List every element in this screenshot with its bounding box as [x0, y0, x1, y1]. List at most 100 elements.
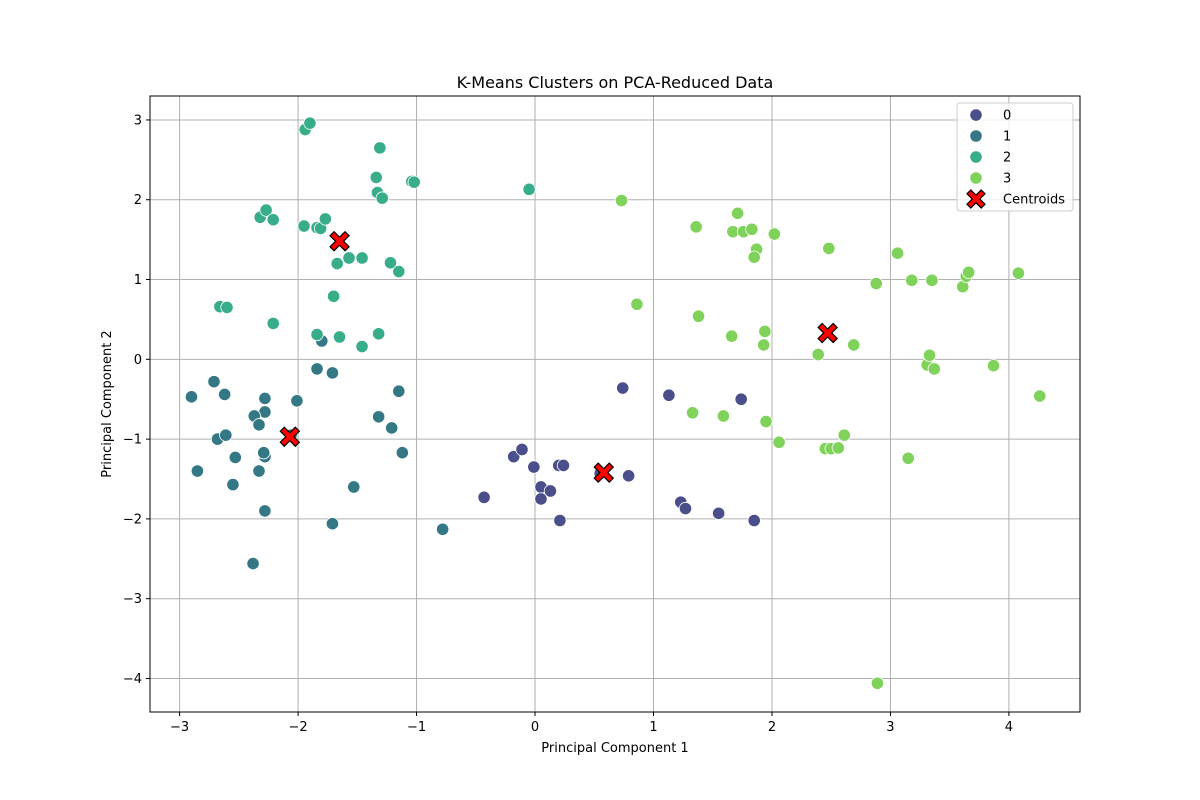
- cluster-0-point: [527, 460, 541, 474]
- x-tick-label: 3: [886, 720, 894, 735]
- y-tick-label: −2: [123, 512, 142, 527]
- cluster-0-point: [543, 484, 558, 498]
- cluster-2-point: [342, 251, 356, 265]
- x-tick-label: −3: [170, 720, 189, 735]
- cluster-2-point: [383, 256, 398, 270]
- cluster-3-point: [767, 227, 781, 241]
- cluster-3-point: [905, 273, 919, 287]
- x-tick-label: 4: [1005, 720, 1013, 735]
- cluster-3-point: [811, 347, 825, 362]
- cluster-3-point: [870, 676, 885, 690]
- cluster-0-point: [515, 442, 529, 457]
- cluster-1-point: [190, 464, 204, 478]
- cluster-2-point: [327, 289, 341, 303]
- cluster-3-point: [822, 241, 836, 256]
- cluster-3-point: [772, 435, 786, 449]
- cluster-2-point: [522, 182, 536, 196]
- cluster-2-point: [373, 141, 387, 155]
- cluster-3-point: [1033, 389, 1047, 403]
- cluster-1-point: [310, 362, 324, 376]
- x-tick-label: 0: [531, 720, 539, 735]
- chart-title: K-Means Clusters on PCA-Reduced Data: [457, 73, 774, 92]
- cluster-3-point: [831, 441, 845, 455]
- cluster-2-point: [266, 213, 280, 227]
- cluster-1-point: [226, 477, 240, 492]
- cluster-2-point: [375, 191, 389, 205]
- cluster-0-point: [507, 450, 521, 464]
- cluster-1-point: [325, 366, 340, 380]
- cluster-3-point: [725, 329, 739, 343]
- cluster-3-point: [757, 338, 771, 352]
- centroid-markers: [279, 230, 839, 483]
- cluster-3-point: [689, 220, 703, 234]
- legend-label: 3: [1003, 172, 1011, 187]
- cluster-3-point: [716, 409, 731, 423]
- cluster-2-point: [259, 203, 273, 217]
- cluster-1-point: [325, 517, 340, 531]
- cluster-3-point: [837, 428, 851, 442]
- y-tick-label: 3: [134, 113, 142, 128]
- legend-marker: [969, 150, 983, 164]
- cluster-3-point: [962, 265, 976, 279]
- data-points: [184, 116, 1047, 690]
- cluster-2-point: [355, 339, 369, 354]
- cluster-3-point: [745, 222, 759, 236]
- cluster-1-point: [228, 450, 242, 465]
- cluster-3-point: [847, 338, 861, 352]
- cluster-2-point: [330, 256, 344, 271]
- grid-lines: [150, 96, 1080, 712]
- cluster-2-point: [310, 327, 324, 342]
- cluster-0-point: [616, 381, 630, 395]
- cluster-3-point: [614, 193, 629, 208]
- legend-marker: [969, 171, 983, 185]
- cluster-3-point: [925, 273, 939, 287]
- y-axis-label: Principal Component 2: [100, 330, 115, 477]
- cluster-3-point: [986, 359, 1001, 373]
- cluster-2-point: [355, 251, 369, 265]
- cluster-0-point: [734, 392, 748, 406]
- cluster-1-point: [218, 387, 232, 402]
- cluster-1-point: [184, 390, 199, 404]
- centroid-marker: [817, 322, 839, 344]
- x-tick-label: −2: [289, 720, 308, 735]
- cluster-3-point: [630, 297, 644, 311]
- legend-label: 1: [1003, 130, 1011, 145]
- cluster-3-point: [901, 451, 915, 465]
- cluster-2-point: [318, 212, 332, 226]
- cluster-3-point: [922, 348, 937, 362]
- y-tick-label: 0: [134, 353, 142, 368]
- cluster-2-point: [303, 116, 317, 130]
- y-tick-label: 1: [134, 273, 142, 288]
- cluster-2-point: [372, 327, 386, 341]
- cluster-3-point: [731, 206, 745, 220]
- cluster-2-point: [369, 170, 383, 184]
- cluster-0-point: [556, 458, 571, 473]
- cluster-3-point: [691, 309, 706, 323]
- cluster-0-point: [534, 492, 548, 506]
- cluster-1-point: [385, 421, 399, 435]
- legend-label: 2: [1003, 151, 1011, 166]
- cluster-1-point: [258, 391, 272, 406]
- cluster-2-point: [332, 330, 347, 344]
- cluster-2-point: [392, 264, 406, 279]
- cluster-2-point: [297, 219, 311, 233]
- y-tick-label: 2: [134, 193, 142, 208]
- legend-label: Centroids: [1003, 193, 1065, 208]
- cluster-1-point: [395, 446, 409, 460]
- cluster-1-point: [436, 522, 450, 536]
- legend-box: [956, 102, 1074, 212]
- legend-marker: [966, 189, 986, 209]
- cluster-0-point: [678, 501, 693, 516]
- cluster-2-point: [266, 316, 280, 331]
- cluster-1-point: [207, 375, 221, 389]
- y-tick-label: −3: [123, 592, 142, 607]
- plot-frame: [149, 95, 1081, 713]
- cluster-0-point: [477, 490, 491, 504]
- legend-marker: [969, 129, 983, 143]
- cluster-3-point: [685, 406, 700, 420]
- cluster-3-point: [758, 324, 772, 338]
- centroid-marker: [593, 462, 615, 483]
- cluster-3-point: [1011, 266, 1025, 280]
- x-tick-label: −1: [407, 720, 426, 735]
